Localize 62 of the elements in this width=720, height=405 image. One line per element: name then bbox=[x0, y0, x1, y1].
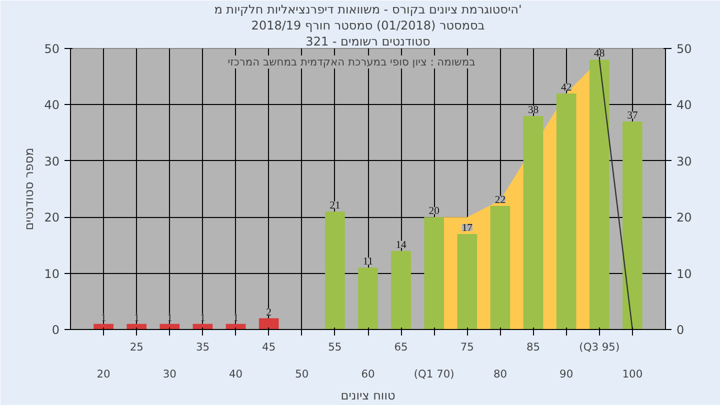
data-label: 42 bbox=[561, 82, 572, 94]
y2-tick-label: 10 bbox=[676, 266, 692, 281]
x-tick-label: 60 bbox=[361, 368, 375, 380]
x-tick-label: 80 bbox=[493, 368, 508, 380]
x-tick-label: 50 bbox=[295, 368, 309, 380]
x-axis-title: טווח ציונים bbox=[340, 388, 396, 402]
y-axis-title: מספר סטודנטים bbox=[22, 148, 36, 230]
y-tick-label: 40 bbox=[44, 98, 60, 112]
data-label: 21 bbox=[330, 200, 340, 212]
chart-title: היסטוגרמת ציונים בקורס - משוואות דיפרנציאליות חלקיות מ' bbox=[214, 2, 522, 16]
x-tick-label: 30 bbox=[162, 368, 177, 380]
y2-tick-label: 0 bbox=[676, 323, 684, 337]
bar bbox=[258, 318, 279, 330]
x-tick-label: 20 bbox=[96, 368, 111, 380]
data-label: 1 bbox=[100, 312, 106, 324]
x-tick-label: 40 bbox=[229, 368, 243, 380]
data-label: 1 bbox=[233, 312, 238, 324]
bar bbox=[424, 217, 444, 330]
bar bbox=[391, 250, 411, 330]
y-tick-label: 50 bbox=[44, 42, 60, 56]
x-tick-label: 45 bbox=[262, 340, 276, 354]
data-label: 38 bbox=[528, 104, 539, 116]
data-label: 1 bbox=[134, 312, 140, 324]
data-label: 22 bbox=[494, 194, 506, 206]
annotation: סטודנטים רשומים - 321 bbox=[306, 34, 431, 48]
x-tick-label: 55 bbox=[328, 340, 342, 354]
data-label: 11 bbox=[362, 256, 374, 268]
x-tick-label: (Q1 70) bbox=[414, 368, 454, 380]
y-tick-label: 30 bbox=[44, 154, 60, 168]
annotation: במשומה : ציון סופי במערכת האקדמית במחשב המרכזי bbox=[228, 56, 476, 68]
x-tick-label: (Q3 95) bbox=[579, 340, 620, 354]
bar bbox=[358, 268, 378, 330]
bar bbox=[556, 93, 576, 330]
bar bbox=[490, 206, 510, 330]
data-label: 1 bbox=[200, 312, 206, 324]
y2-tick-label: 20 bbox=[676, 210, 692, 225]
y-tick-label: 0 bbox=[52, 323, 60, 337]
bar bbox=[622, 122, 642, 330]
x-tick-label: 75 bbox=[460, 340, 474, 354]
data-label: 37 bbox=[627, 110, 638, 122]
bar bbox=[325, 211, 345, 330]
bar bbox=[523, 116, 544, 330]
y-tick-label: 20 bbox=[44, 210, 60, 225]
chart-subtitle: בסמסטר (01/2018) סמסטר חורף 2018/19 bbox=[251, 18, 485, 32]
y2-tick-label: 40 bbox=[676, 98, 692, 112]
x-tick-label: 100 bbox=[622, 368, 643, 380]
data-label: 20 bbox=[428, 206, 440, 218]
x-tick-label: 90 bbox=[560, 368, 574, 380]
data-label: 2 bbox=[266, 307, 272, 318]
y2-tick-label: 50 bbox=[676, 42, 692, 56]
data-label: 17 bbox=[462, 222, 474, 234]
x-tick-label: 35 bbox=[196, 340, 210, 354]
x-tick-label: 25 bbox=[130, 340, 144, 354]
x-tick-label: 65 bbox=[394, 340, 408, 354]
bar bbox=[457, 234, 478, 330]
data-label: 48 bbox=[594, 48, 605, 60]
x-tick-label: 85 bbox=[526, 340, 540, 354]
bar bbox=[589, 60, 610, 330]
data-label: 1 bbox=[167, 312, 172, 324]
data-label: 14 bbox=[396, 240, 408, 251]
y2-tick-label: 30 bbox=[676, 154, 692, 168]
y-tick-label: 10 bbox=[44, 266, 60, 281]
